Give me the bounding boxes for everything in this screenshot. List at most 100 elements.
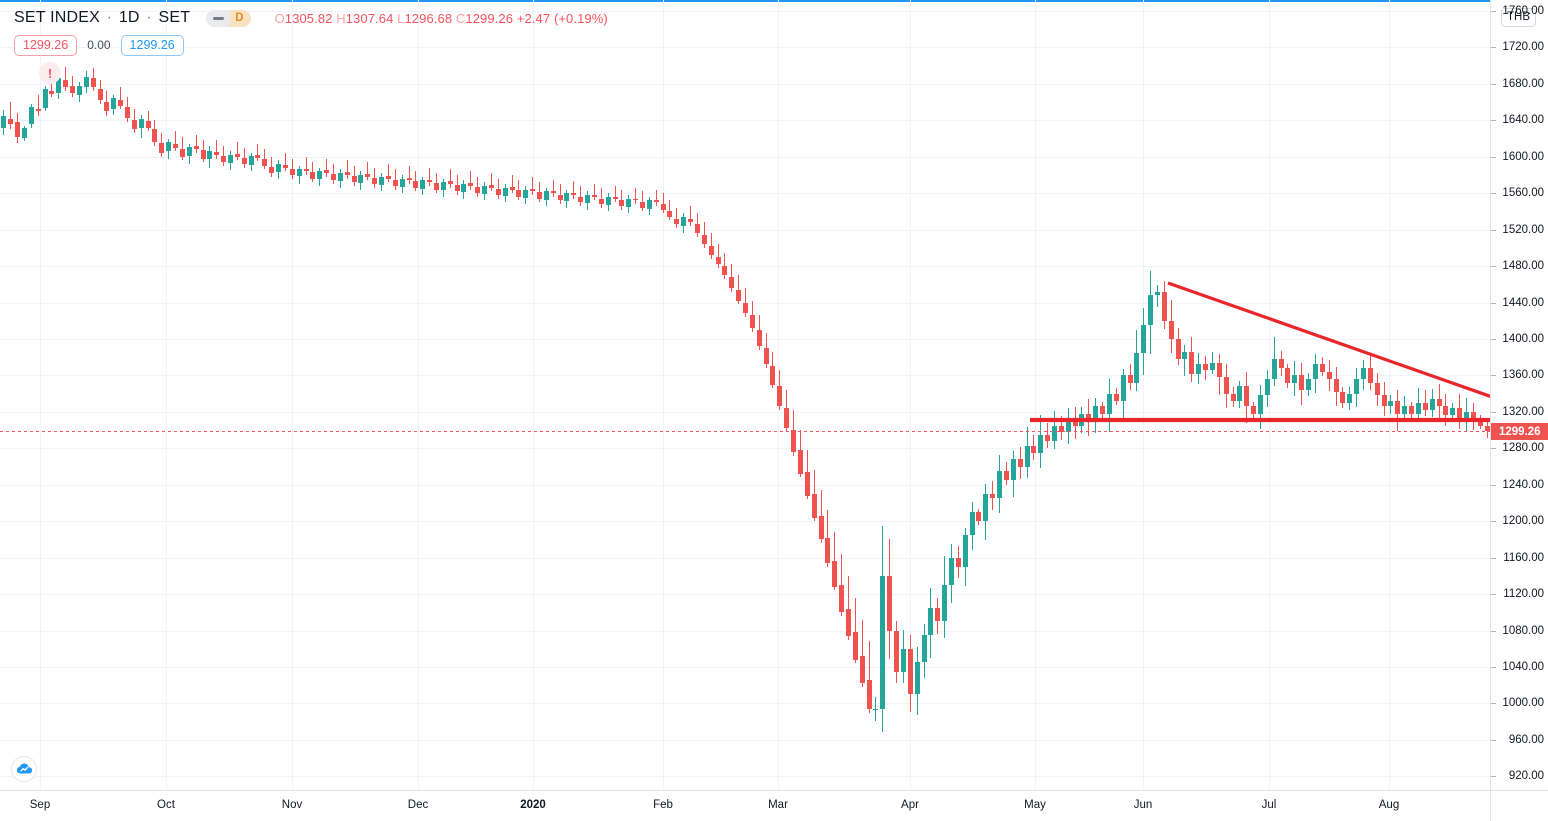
candle-body bbox=[1375, 382, 1380, 396]
candle-body bbox=[29, 106, 34, 124]
candle-body bbox=[1299, 375, 1304, 390]
trendline-drawings[interactable] bbox=[0, 0, 1490, 790]
price-axis-tick bbox=[1491, 485, 1496, 486]
candle-body bbox=[1038, 434, 1043, 453]
candle-wick bbox=[862, 619, 863, 688]
candle-body bbox=[1279, 359, 1284, 369]
candle-body bbox=[695, 224, 700, 234]
candle-body bbox=[214, 152, 219, 155]
candle-body bbox=[91, 78, 96, 88]
current-price-line bbox=[0, 431, 1490, 432]
candle-body bbox=[468, 183, 473, 186]
candle-body bbox=[249, 155, 254, 165]
drawing-overlay[interactable] bbox=[0, 0, 1490, 790]
gridline-horizontal bbox=[0, 485, 1490, 486]
candle-body bbox=[1354, 379, 1359, 394]
candle-body bbox=[729, 277, 734, 288]
price-axis-tick bbox=[1491, 703, 1496, 704]
price-axis-label: 1280.00 bbox=[1502, 442, 1544, 454]
candle-body bbox=[523, 189, 528, 198]
candle-body bbox=[1189, 351, 1194, 374]
resistance-trendline[interactable] bbox=[1167, 281, 1490, 398]
candle-wick bbox=[580, 185, 581, 206]
ohlc-high-value: 1307.64 bbox=[345, 10, 394, 26]
symbol-name[interactable]: SET INDEX bbox=[14, 9, 100, 26]
price-axis-label: 1600.00 bbox=[1502, 151, 1544, 163]
candle-body bbox=[1121, 375, 1126, 401]
price-axis-tick bbox=[1491, 412, 1496, 413]
candle-body bbox=[338, 173, 343, 182]
candle-body bbox=[702, 235, 707, 245]
indicator-value-red[interactable]: 1299.26 bbox=[14, 34, 78, 56]
candle-body bbox=[386, 175, 391, 179]
candle-wick bbox=[573, 181, 574, 199]
candle-body bbox=[1011, 459, 1016, 481]
symbol-title[interactable]: SET INDEX · 1D · SET bbox=[14, 9, 190, 27]
price-axis-tick bbox=[1491, 11, 1496, 12]
candle-wick bbox=[621, 189, 622, 210]
gridline-horizontal bbox=[0, 84, 1490, 85]
gridline-vertical bbox=[40, 0, 41, 790]
price-axis[interactable]: THB 1299.26 1760.00 1720.00 1680.00 1640.00… bbox=[1490, 0, 1548, 790]
time-axis-label: Sep bbox=[29, 799, 51, 811]
candle-body bbox=[1210, 362, 1215, 370]
time-axis-label: Mar bbox=[768, 799, 788, 811]
candle-body bbox=[1272, 359, 1277, 380]
candle-body bbox=[1018, 459, 1023, 467]
candle-wick bbox=[518, 180, 519, 201]
candle-body bbox=[166, 142, 171, 152]
candle-body bbox=[235, 153, 240, 157]
time-axis-label: Feb bbox=[653, 799, 673, 811]
candle-wick bbox=[560, 184, 561, 205]
candle-body bbox=[750, 315, 755, 329]
candle-body bbox=[139, 119, 144, 128]
market-status-pill[interactable]: D bbox=[206, 9, 251, 27]
chart-legend: SET INDEX · 1D · SET D O1305.82 H1307.64… bbox=[0, 0, 1490, 56]
candle-body bbox=[283, 164, 288, 168]
gridline-vertical bbox=[910, 0, 911, 790]
currency-badge[interactable]: THB bbox=[1501, 8, 1536, 27]
candle-body bbox=[84, 76, 89, 88]
time-axis[interactable]: Sep Oct Nov Dec 2020 Feb Mar Apr May Jun Jul Aug bbox=[0, 790, 1490, 821]
candle-body bbox=[372, 177, 377, 185]
gridline-vertical bbox=[1143, 0, 1144, 790]
candle-body bbox=[111, 98, 116, 110]
candle-body bbox=[1464, 411, 1469, 420]
candle-body bbox=[393, 179, 398, 186]
candle-body bbox=[331, 174, 336, 181]
price-axis-label: 1640.00 bbox=[1502, 114, 1544, 126]
candle-body bbox=[928, 607, 933, 636]
price-axis-label: 1760.00 bbox=[1502, 5, 1544, 17]
interval-label[interactable]: 1D bbox=[118, 9, 140, 26]
candle-body bbox=[427, 179, 432, 183]
ohlc-high-label: H bbox=[336, 10, 346, 26]
candle-wick bbox=[257, 143, 258, 162]
candle-body bbox=[942, 584, 947, 622]
exchange-label[interactable]: SET bbox=[158, 9, 191, 26]
price-axis-label: 1160.00 bbox=[1503, 552, 1544, 564]
candle-body bbox=[475, 186, 480, 194]
gridline-vertical bbox=[1035, 0, 1036, 790]
price-axis-label: 1240.00 bbox=[1502, 479, 1544, 491]
candle-body bbox=[98, 89, 103, 101]
price-alert-icon[interactable]: ! bbox=[39, 62, 61, 84]
candle-body bbox=[413, 181, 418, 188]
tradingview-logo-icon bbox=[11, 756, 37, 782]
legend-indicator-row: 1299.26 0.00 1299.26 bbox=[14, 34, 184, 56]
candle-body bbox=[770, 366, 775, 385]
candle-body bbox=[36, 109, 41, 112]
price-axis-tick bbox=[1491, 47, 1496, 48]
indicator-value-blue[interactable]: 1299.26 bbox=[120, 34, 184, 56]
candle-body bbox=[1306, 379, 1311, 390]
candle-wick bbox=[718, 244, 719, 268]
candle-body bbox=[262, 158, 267, 166]
chart-pane[interactable]: ! bbox=[0, 0, 1490, 790]
candle-body bbox=[448, 181, 453, 185]
candle-body bbox=[805, 471, 810, 496]
candle-wick bbox=[470, 171, 471, 190]
candle-body bbox=[358, 174, 363, 184]
gridline-vertical bbox=[1389, 0, 1390, 790]
price-axis-tick bbox=[1491, 558, 1496, 559]
candle-body bbox=[1485, 425, 1490, 431]
candle-body bbox=[1313, 364, 1318, 380]
